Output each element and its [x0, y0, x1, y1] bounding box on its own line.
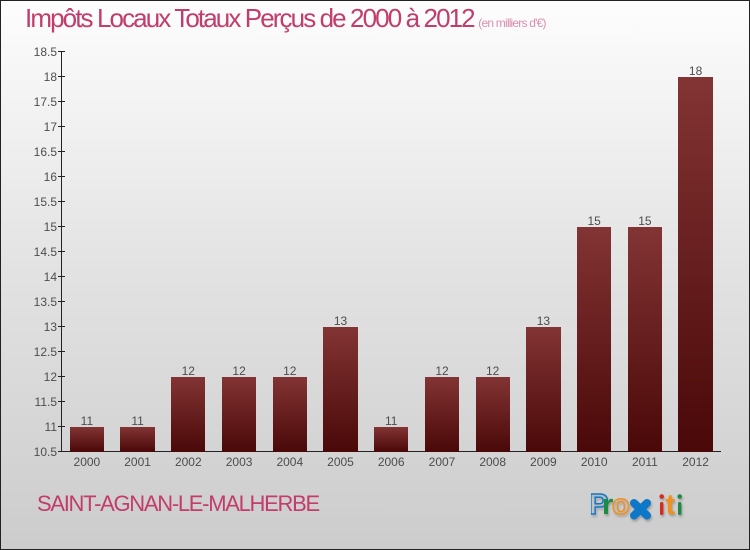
svg-text:o: o: [612, 489, 630, 521]
svg-text:t: t: [666, 489, 676, 521]
